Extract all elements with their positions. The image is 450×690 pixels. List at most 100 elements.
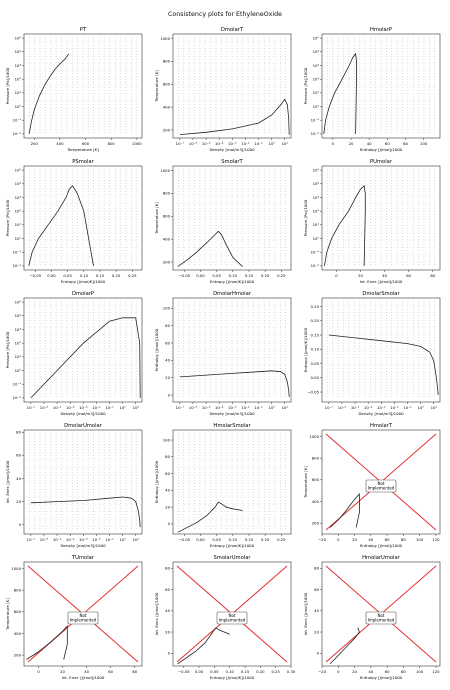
state-point-grid — [325, 169, 437, 267]
y-tick-label: 10⁰ — [313, 104, 320, 109]
x-tick-label: 10⁻¹ — [254, 405, 263, 410]
x-tick-label: 0.00 — [196, 537, 205, 542]
y-tick-label: 10⁵ — [15, 35, 22, 40]
x-tick-label: 10⁻³ — [228, 141, 237, 146]
y-tick-label: 40 — [165, 608, 170, 613]
y-tick-label: 10³ — [313, 63, 320, 68]
y-tick-label: 10⁻² — [13, 131, 22, 136]
x-tick-label: 10⁻³ — [79, 537, 88, 542]
y-tick-label: 10⁻² — [311, 131, 320, 136]
saturation-curve — [179, 98, 290, 135]
x-tick-label: 1000 — [132, 141, 142, 146]
y-tick-label: 600 — [163, 82, 171, 87]
subplot-title: HmolarUmolar — [362, 555, 401, 561]
x-tick-label: 400 — [56, 141, 64, 146]
axes-frame — [23, 165, 143, 271]
x-tick-label: 0.10 — [229, 273, 238, 278]
subplot-HmolarUmolar: HmolarUmolar−20 0 20 40 60 80 100 120020406080E… — [303, 555, 441, 680]
x-tick-label: −0.05 — [178, 273, 190, 278]
x-tick-label: 10⁻⁶ — [40, 405, 49, 410]
y-tick-label: 600 — [14, 609, 22, 614]
state-point-grid — [176, 433, 288, 531]
subplot-HmolarT: HmolarT −20 0 20 40 60 80 100 120 200 400 600 800 100… — [303, 423, 441, 548]
y-tick-label: 20 — [165, 504, 170, 509]
x-axis-label: Density [mol/m3]/1000 — [60, 411, 106, 416]
y-tick-label: 400 — [312, 499, 320, 504]
x-tick-label: 0.00 — [47, 273, 56, 278]
x-tick-label: 10¹ — [133, 405, 140, 410]
y-tick-label: 600 — [312, 477, 320, 482]
y-tick-label: 10⁵ — [15, 167, 22, 172]
subplot-SmolarT: SmolarT −0.05 0.00 0.05 0.10 0.15 0.20 0.25 200 4… — [154, 159, 292, 284]
x-tick-label: 0.20 — [256, 669, 265, 674]
subplot-TUmolar: TUmolar 0 20 40 60 80 200 400 600 800 1000 Int. Ene… — [5, 555, 143, 680]
x-tick-label: −0.05 — [29, 273, 41, 278]
x-tick-label: 120 — [432, 669, 440, 674]
saturation-curve — [26, 624, 68, 660]
y-axis-label: Int. Ener. [J/mol]/1000 — [5, 460, 10, 503]
x-tick-label: 60 — [385, 141, 390, 146]
x-tick-label: 40 — [84, 669, 89, 674]
axes-frame — [321, 33, 441, 139]
y-tick-label: 0.15 — [311, 332, 320, 337]
x-tick-label: 10⁻⁵ — [351, 405, 360, 410]
y-tick-label: −0.05 — [307, 389, 319, 394]
y-tick-label: 0.20 — [311, 318, 320, 323]
not-implemented-box — [216, 611, 248, 625]
x-tick-label: 10⁻⁴ — [215, 405, 224, 410]
x-tick-label: 0 — [337, 537, 340, 542]
x-axis-label: Density [mol/m3]/1000 — [358, 411, 404, 416]
y-tick-label: 0 — [168, 521, 171, 526]
x-tick-label: 10⁻⁴ — [66, 537, 75, 542]
y-tick-label: 600 — [163, 214, 171, 219]
subplot-title: DmolarT — [221, 27, 244, 33]
state-point-grid — [27, 169, 139, 267]
not-implemented-box — [67, 611, 99, 625]
subplot-PUmolar: PUmolar 0 20 40 60 80 10⁻² 10⁻¹ 10⁰ 10¹ 10² 10³ 10⁴ 1… — [303, 159, 441, 284]
not-implemented-line: Implemented — [368, 486, 395, 491]
x-tick-label: −20 — [318, 537, 327, 542]
saturation-curve — [177, 501, 243, 533]
y-tick-label: 10⁰ — [15, 236, 22, 241]
axes-frame — [172, 429, 292, 535]
axes-frame — [172, 165, 292, 271]
y-tick-label: 10⁴ — [15, 181, 22, 186]
y-tick-label: 10³ — [15, 195, 22, 200]
not-implemented-line: Implemented — [70, 618, 97, 623]
y-tick-label: 200 — [163, 259, 171, 264]
saturation-curve — [177, 627, 230, 665]
x-tick-label: 10⁻² — [241, 141, 250, 146]
x-tick-label: 20 — [352, 537, 357, 542]
x-axis-label: Int. Ener. [J/mol]/1000 — [360, 279, 403, 284]
state-point-grid — [325, 37, 437, 135]
x-axis-label: Density [mol/m3]/1000 — [60, 543, 106, 548]
y-axis-label: Pressure [Pa]/1000 — [5, 67, 10, 104]
y-tick-label: 20 — [314, 629, 319, 634]
y-tick-label: 10² — [313, 208, 320, 213]
y-tick-label: 10⁴ — [313, 181, 320, 186]
x-tick-label: 10⁻⁷ — [27, 405, 36, 410]
x-tick-label: 20 — [358, 273, 363, 278]
y-axis-label: Pressure [Pa]/1000 — [303, 199, 308, 236]
state-point-grid — [27, 37, 139, 135]
y-axis-label: Entropy [J/mol/K]/1000 — [303, 327, 308, 372]
subplot-title: DmolarUmolar — [64, 423, 103, 429]
y-axis-label: Pressure [Pa]/1000 — [303, 67, 308, 104]
x-axis-label: Entropy [J/mol/K]/1000 — [210, 279, 255, 284]
y-tick-label: 0.05 — [311, 361, 320, 366]
subplot-title: DmolarHmolar — [213, 291, 252, 297]
x-axis-label: Entropy [J/mol/K]/1000 — [61, 279, 106, 284]
y-tick-label: 80 — [165, 566, 170, 571]
axes-frame — [23, 561, 143, 667]
x-tick-label: 10¹ — [282, 405, 289, 410]
x-tick-label: 10⁻⁷ — [176, 405, 185, 410]
x-tick-label: 10⁻⁶ — [189, 141, 198, 146]
y-tick-label: 10¹ — [313, 222, 320, 227]
x-tick-label: 10⁰ — [119, 537, 126, 542]
y-tick-label: 40 — [16, 476, 21, 481]
y-tick-label: 10⁻¹ — [311, 250, 320, 255]
y-tick-label: 10³ — [15, 327, 22, 332]
y-tick-label: 80 — [165, 323, 170, 328]
y-tick-label: 10² — [15, 340, 22, 345]
state-point-grid — [27, 433, 139, 531]
